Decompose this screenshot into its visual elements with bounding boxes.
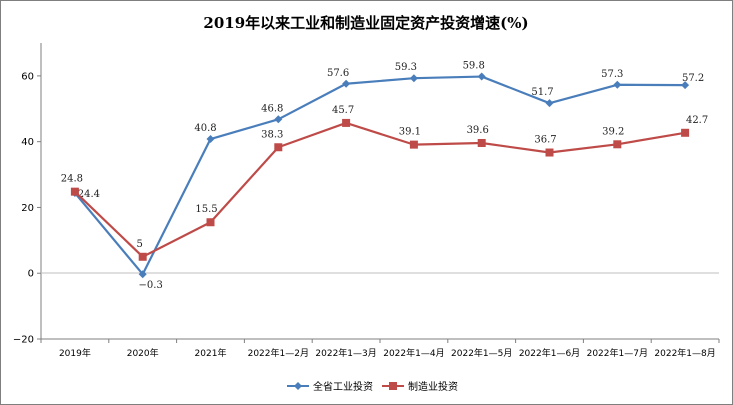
data-point-marker (409, 74, 418, 83)
legend-swatch-marker (389, 382, 397, 390)
x-tick-label: 2022年1—8月 (654, 347, 715, 359)
x-axis-ticks: 2019年 2020年 2021年 2022年1—2月 2022年1—3月 2022年1—… (40, 339, 720, 359)
x-tick-label: 2022年1—7月 (587, 347, 648, 359)
legend-label: 制造业投资 (408, 380, 458, 393)
data-point-marker (681, 81, 690, 90)
data-label: 57.2 (682, 73, 704, 84)
data-label: 5 (137, 239, 143, 250)
data-point-marker (206, 218, 215, 227)
data-point-marker (138, 270, 147, 279)
data-point-marker (206, 135, 215, 144)
x-tick-label: 2022年1—3月 (315, 347, 376, 359)
data-label: 51.7 (531, 87, 553, 98)
y-tick-label: 40 (21, 137, 34, 148)
y-tick-label: 60 (21, 71, 34, 82)
data-point-marker (342, 79, 351, 88)
data-label: 59.3 (395, 62, 417, 73)
data-point-marker (274, 143, 283, 152)
x-tick-label: 2022年1—2月 (248, 347, 309, 359)
data-point-marker (138, 252, 147, 261)
data-label: 39.2 (602, 126, 624, 137)
data-label: 45.7 (332, 105, 354, 116)
data-label: 57.3 (601, 69, 623, 80)
legend-item-2: 制造业投资 (382, 380, 458, 393)
x-tick-label: 2021年 (195, 347, 227, 359)
data-point-marker (70, 187, 79, 196)
data-label: 40.8 (194, 123, 216, 134)
data-label: 36.7 (534, 135, 556, 146)
series-layer: 24.4 −0.3 40.8 46.8 57.6 59.3 59.8 51.7 57.3 57.2… (61, 61, 708, 292)
legend: 全省工业投资 制造业投资 (287, 380, 458, 393)
data-label: 39.6 (467, 125, 489, 136)
series-2: 24.8 5 15.5 38.3 45.7 39.1 39.6 36.7 39.2 42.7 (61, 105, 708, 261)
y-tick-label: 0 (28, 269, 34, 280)
series-line (74, 121, 686, 258)
data-label: 24.8 (61, 174, 83, 185)
data-point-marker (477, 138, 486, 147)
data-point-marker (613, 80, 622, 89)
data-point-marker (681, 128, 690, 137)
data-label: 57.6 (327, 68, 349, 79)
y-tick-label: 20 (21, 203, 34, 214)
x-tick-label: 2022年1—6月 (519, 347, 580, 359)
data-label: 39.1 (399, 127, 421, 138)
x-tick-label: 2022年1—5月 (451, 347, 512, 359)
data-point-marker (477, 72, 486, 81)
chart-title: 2019年以来工业和制造业固定资产投资增速(%) (203, 14, 528, 32)
data-point-marker (274, 115, 283, 124)
data-point-marker (545, 148, 554, 157)
data-point-marker (613, 140, 622, 149)
x-tick-label: 2020年 (127, 347, 159, 359)
x-tick-label: 2019年 (59, 347, 91, 359)
data-label: 46.8 (261, 103, 283, 114)
series-line (74, 75, 686, 276)
data-point-marker (545, 99, 554, 108)
data-point-marker (409, 140, 418, 149)
data-point-marker (342, 118, 351, 127)
x-tick-label: 2022年1—4月 (383, 347, 444, 359)
data-label: 59.8 (463, 61, 485, 72)
y-axis-ticks: −20 0 20 40 60 (13, 71, 41, 346)
data-label: 42.7 (686, 115, 708, 126)
series-1: 24.4 −0.3 40.8 46.8 57.6 59.3 59.8 51.7 57.3 57.2 (70, 61, 704, 291)
data-label: 24.4 (78, 189, 100, 200)
legend-swatch-marker (294, 382, 302, 390)
data-label: −0.3 (139, 280, 163, 291)
y-tick-label: −20 (13, 335, 34, 346)
data-label: 15.5 (195, 204, 217, 215)
legend-item-1: 全省工业投资 (287, 380, 373, 393)
legend-label: 全省工业投资 (313, 380, 373, 393)
data-label: 38.3 (261, 129, 283, 140)
